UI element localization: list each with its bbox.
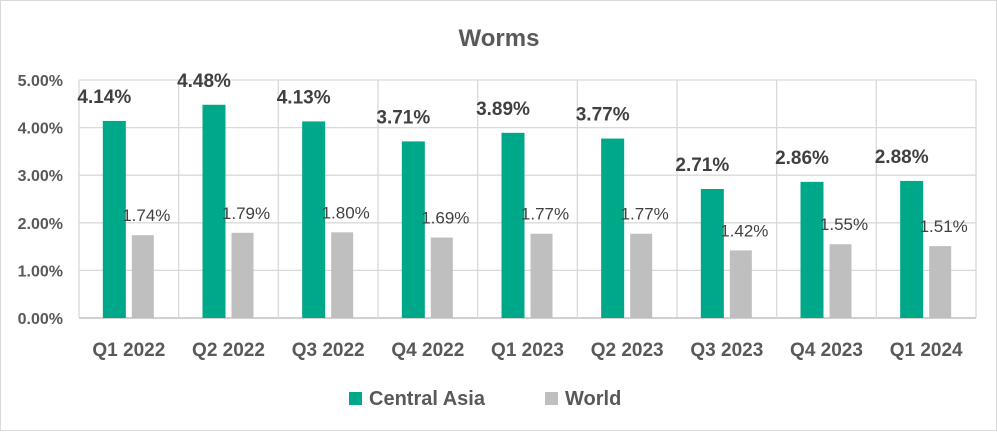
bar-central-asia: [601, 138, 625, 318]
data-label-central-asia: 3.77%: [576, 105, 630, 126]
data-label-central-asia: 4.48%: [177, 71, 231, 92]
bar-world: [530, 233, 553, 318]
x-tick-label: Q3 2023: [690, 340, 763, 361]
bar-world: [430, 237, 453, 318]
y-tick-label: 1.00%: [18, 263, 63, 280]
chart-title: Worms: [459, 25, 540, 52]
data-label-world: 1.51%: [920, 217, 968, 236]
bar-central-asia: [302, 121, 326, 318]
legend-swatch-world: [545, 392, 558, 405]
bar-central-asia: [102, 120, 126, 318]
bar-world: [729, 250, 752, 318]
x-tick-label: Q4 2023: [790, 340, 863, 361]
legend-label-world: World: [565, 388, 621, 410]
y-tick-label: 0.00%: [18, 311, 63, 328]
x-tick-label: Q3 2022: [292, 340, 365, 361]
bar-central-asia: [401, 141, 425, 318]
bar-world: [131, 235, 154, 318]
bar-central-asia: [501, 132, 525, 318]
bar-central-asia: [700, 189, 724, 318]
bar-world: [331, 232, 354, 318]
x-tick-label: Q2 2022: [192, 340, 265, 361]
x-tick-label: Q1 2022: [92, 340, 165, 361]
data-label-central-asia: 4.13%: [277, 87, 331, 108]
data-label-world: 1.69%: [421, 209, 469, 228]
data-label-central-asia: 3.89%: [476, 99, 530, 120]
data-label-central-asia: 3.71%: [376, 107, 430, 128]
data-label-world: 1.80%: [322, 203, 370, 222]
bar-central-asia: [202, 104, 226, 318]
y-tick-label: 5.00%: [18, 73, 63, 90]
data-label-world: 1.77%: [521, 205, 569, 224]
bar-central-asia: [900, 180, 924, 318]
data-label-world: 1.74%: [122, 206, 170, 225]
data-label-world: 1.55%: [820, 215, 868, 234]
x-tick-label: Q1 2024: [890, 340, 963, 361]
bar-world: [829, 244, 852, 318]
y-tick-label: 3.00%: [18, 168, 63, 185]
y-tick-label: 2.00%: [18, 216, 63, 233]
data-label-world: 1.42%: [720, 221, 768, 240]
bar-central-asia: [800, 181, 824, 318]
x-tick-label: Q1 2023: [491, 340, 564, 361]
data-label-central-asia: 2.86%: [775, 148, 829, 169]
data-label-central-asia: 2.71%: [675, 155, 729, 176]
data-label-world: 1.77%: [621, 205, 669, 224]
legend-swatch-central-asia: [349, 392, 362, 405]
bar-world: [231, 232, 254, 318]
y-tick-label: 4.00%: [18, 121, 63, 138]
data-label-world: 1.79%: [222, 204, 270, 223]
data-label-central-asia: 2.88%: [875, 147, 929, 168]
x-tick-label: Q4 2022: [391, 340, 464, 361]
data-label-central-asia: 4.14%: [77, 87, 131, 108]
bar-world: [630, 233, 653, 318]
x-tick-label: Q2 2023: [591, 340, 664, 361]
bar-world: [929, 246, 952, 318]
legend-label-central-asia: Central Asia: [369, 388, 486, 410]
